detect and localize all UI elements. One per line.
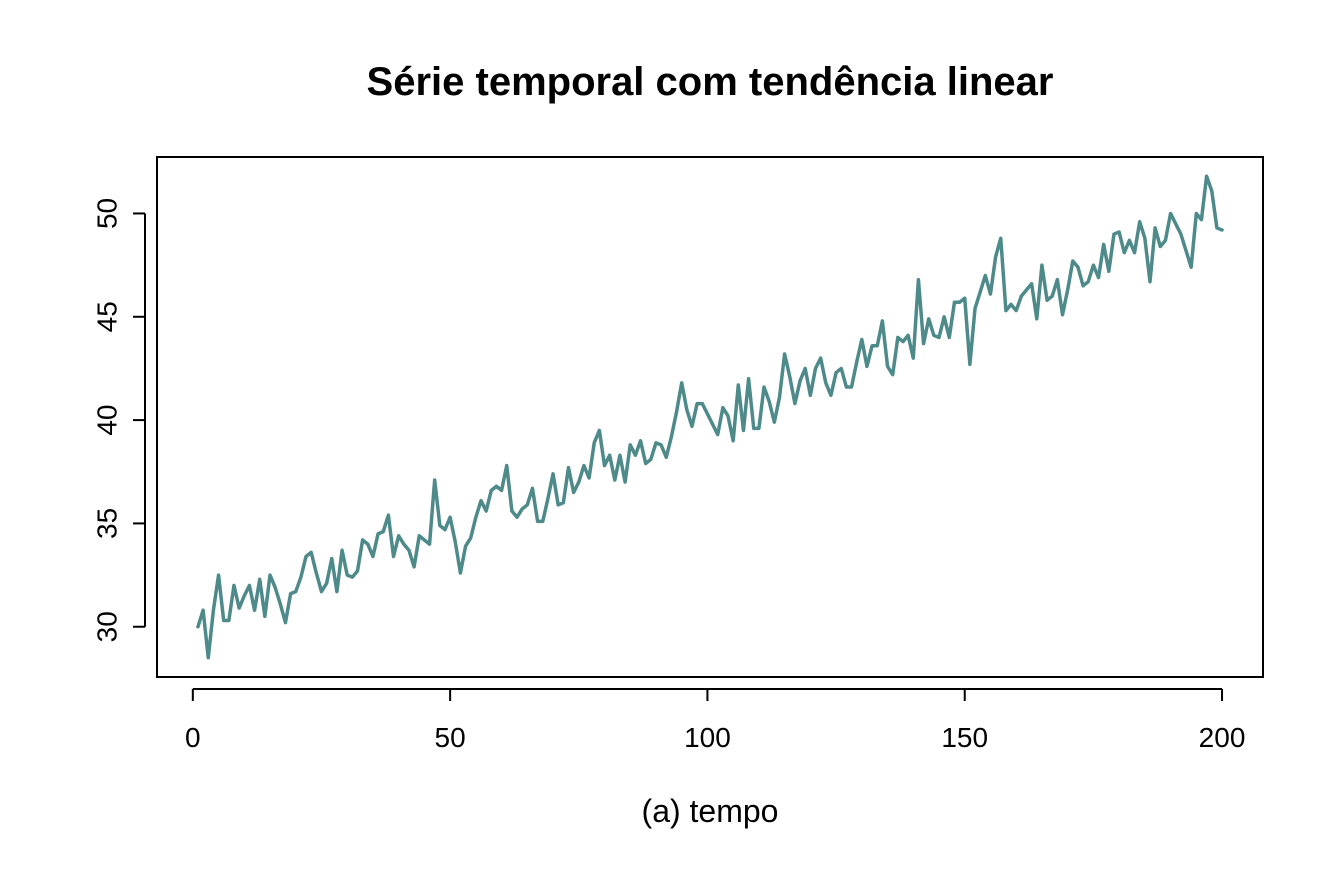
y-tick-label: 50 [92,198,123,229]
x-tick-label: 50 [435,722,466,753]
x-tick-label: 150 [941,722,988,753]
y-tick-label: 30 [92,611,123,642]
chart-title: Série temporal com tendência linear [367,60,1054,104]
y-tick-label: 40 [92,405,123,436]
plot-frame [156,156,1264,678]
x-tick-label: 0 [185,722,201,753]
x-tick-label: 200 [1199,722,1246,753]
series-line [196,174,1224,660]
x-axis-label: (a) tempo [642,793,779,829]
series-layer [196,174,1224,660]
x-tick-label: 100 [684,722,731,753]
y-axis: 30 35 40 45 50 [92,198,146,642]
y-tick-label: 45 [92,301,123,332]
y-tick-label: 35 [92,508,123,539]
x-axis: 0 50 100 150 200 [185,688,1246,753]
